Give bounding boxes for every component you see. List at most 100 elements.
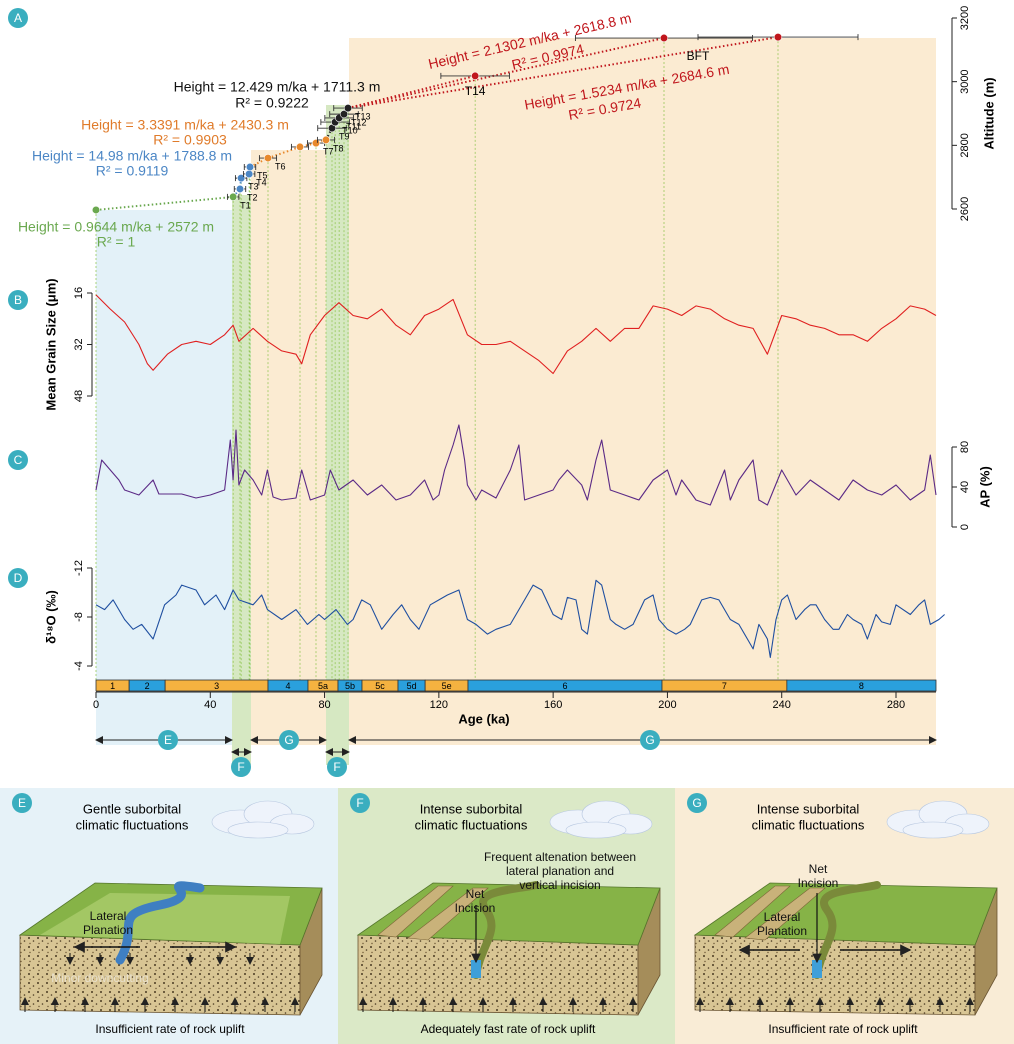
river [115, 881, 205, 965]
point [229, 192, 238, 202]
schematic-note: lateral planation and [506, 864, 614, 878]
series-line [95, 579, 945, 658]
point [263, 153, 273, 163]
y-axis-label: AP (%) [977, 466, 992, 508]
point-label: T11 [346, 121, 361, 131]
panel-label-bg [640, 730, 660, 750]
mis-label: 6 [562, 681, 567, 691]
mis-label: 4 [285, 681, 290, 691]
y-tick-label: 0 [959, 524, 971, 530]
panel-label-bg [8, 568, 28, 588]
schematic-note: Lateral [90, 909, 127, 923]
schematic-note: vertical incision [519, 878, 600, 892]
mis-label: 5e [442, 681, 452, 691]
schematic-note: Frequent altenation between [484, 850, 636, 864]
trend-line [95, 195, 234, 211]
point-label: T12 [351, 118, 367, 128]
point [295, 142, 305, 152]
mis-label: 2 [145, 681, 150, 691]
y-tick-label: 2600 [959, 197, 971, 221]
fit-r2: R² = 1 [97, 234, 136, 250]
phase-shade [251, 150, 326, 745]
point-label: T4 [256, 177, 267, 187]
series-line [95, 294, 937, 375]
schematic-note: Net [466, 887, 485, 901]
panel-label: G [645, 733, 654, 747]
point [245, 162, 255, 172]
x-tick-label: 160 [544, 699, 562, 711]
schematic-heading: Gentle suborbital [83, 801, 181, 816]
point [659, 33, 669, 43]
panel-label: E [164, 733, 172, 747]
point [91, 205, 101, 215]
panel-label-bg [687, 793, 707, 813]
fit-r2: R² = 0.9222 [235, 95, 309, 111]
point-label: T7 [323, 146, 334, 156]
schematic-footer: Insufficient rate of rock uplift [768, 1022, 918, 1036]
point-label: T1 [240, 200, 251, 210]
schematic-note: Minor downcutting [51, 971, 148, 985]
schematic-note: Lateral [764, 910, 801, 924]
panel-label-bg [350, 793, 370, 813]
panel-label: E [18, 796, 26, 810]
panel-label: F [333, 760, 340, 774]
valley-floor [40, 893, 290, 944]
cloud [565, 821, 627, 839]
schematic-footer: Adequately fast rate of rock uplift [421, 1022, 596, 1036]
schematic-heading: climatic fluctuations [415, 817, 528, 832]
incision [471, 960, 481, 978]
point [311, 139, 321, 148]
schematic-note: Incision [798, 876, 839, 890]
schematic-heading: Intense suborbital [420, 801, 523, 816]
point [471, 71, 480, 81]
terrace-step [377, 885, 454, 938]
point-label: T9 [339, 132, 350, 142]
fit-r2: R² = 0.9903 [153, 132, 227, 148]
panel-label-bg [231, 757, 251, 777]
panel-label: G [284, 733, 293, 747]
mis-label: 5d [407, 681, 417, 691]
point-label: T10 [342, 125, 358, 135]
terrace-step [714, 885, 791, 938]
mis-label: 7 [722, 681, 727, 691]
point [235, 184, 245, 194]
schematic-footer: Insufficient rate of rock uplift [95, 1022, 245, 1036]
mis-label: 5a [318, 681, 328, 691]
x-tick-label: 120 [430, 699, 448, 711]
phase-shade [96, 210, 232, 745]
y-axis-label: Mean Grain Size (μm) [43, 278, 58, 410]
y-tick-label: 3000 [959, 69, 971, 93]
phase-shade [232, 195, 251, 765]
trend-line [347, 74, 476, 110]
x-tick-label: 280 [887, 699, 905, 711]
schematic-heading: Intense suborbital [757, 801, 860, 816]
x-tick-label: 200 [658, 699, 676, 711]
block-front [694, 934, 976, 1016]
phase-shade [326, 105, 349, 765]
mis-stage [786, 679, 937, 692]
point-label: T3 [248, 181, 259, 191]
phase-shade [349, 38, 936, 745]
panel-label: B [14, 293, 22, 307]
schematic-note: Planation [83, 923, 133, 937]
point [343, 103, 353, 113]
point-label: BFT [687, 49, 710, 63]
y-tick-label: -12 [73, 560, 85, 576]
point-label: T6 [275, 161, 286, 171]
panel-label-bg [8, 450, 28, 470]
river [813, 881, 881, 979]
y-axis-label: Altitude (m) [981, 77, 996, 149]
panel-label: D [14, 571, 23, 585]
panel-label-bg [158, 730, 178, 750]
y-tick-label: -4 [73, 661, 85, 671]
point [321, 135, 331, 145]
x-tick-label: 240 [773, 699, 791, 711]
cloud [902, 821, 964, 839]
y-axis-label: δ¹⁸O (‰) [43, 590, 58, 644]
fit-equation: Height = 3.3391 m/ka + 2430.3 m [81, 117, 289, 133]
y-tick-label: 2800 [959, 133, 971, 157]
panel-label-bg [8, 290, 28, 310]
y-tick-label: 16 [73, 287, 85, 299]
trend-line [249, 138, 327, 168]
